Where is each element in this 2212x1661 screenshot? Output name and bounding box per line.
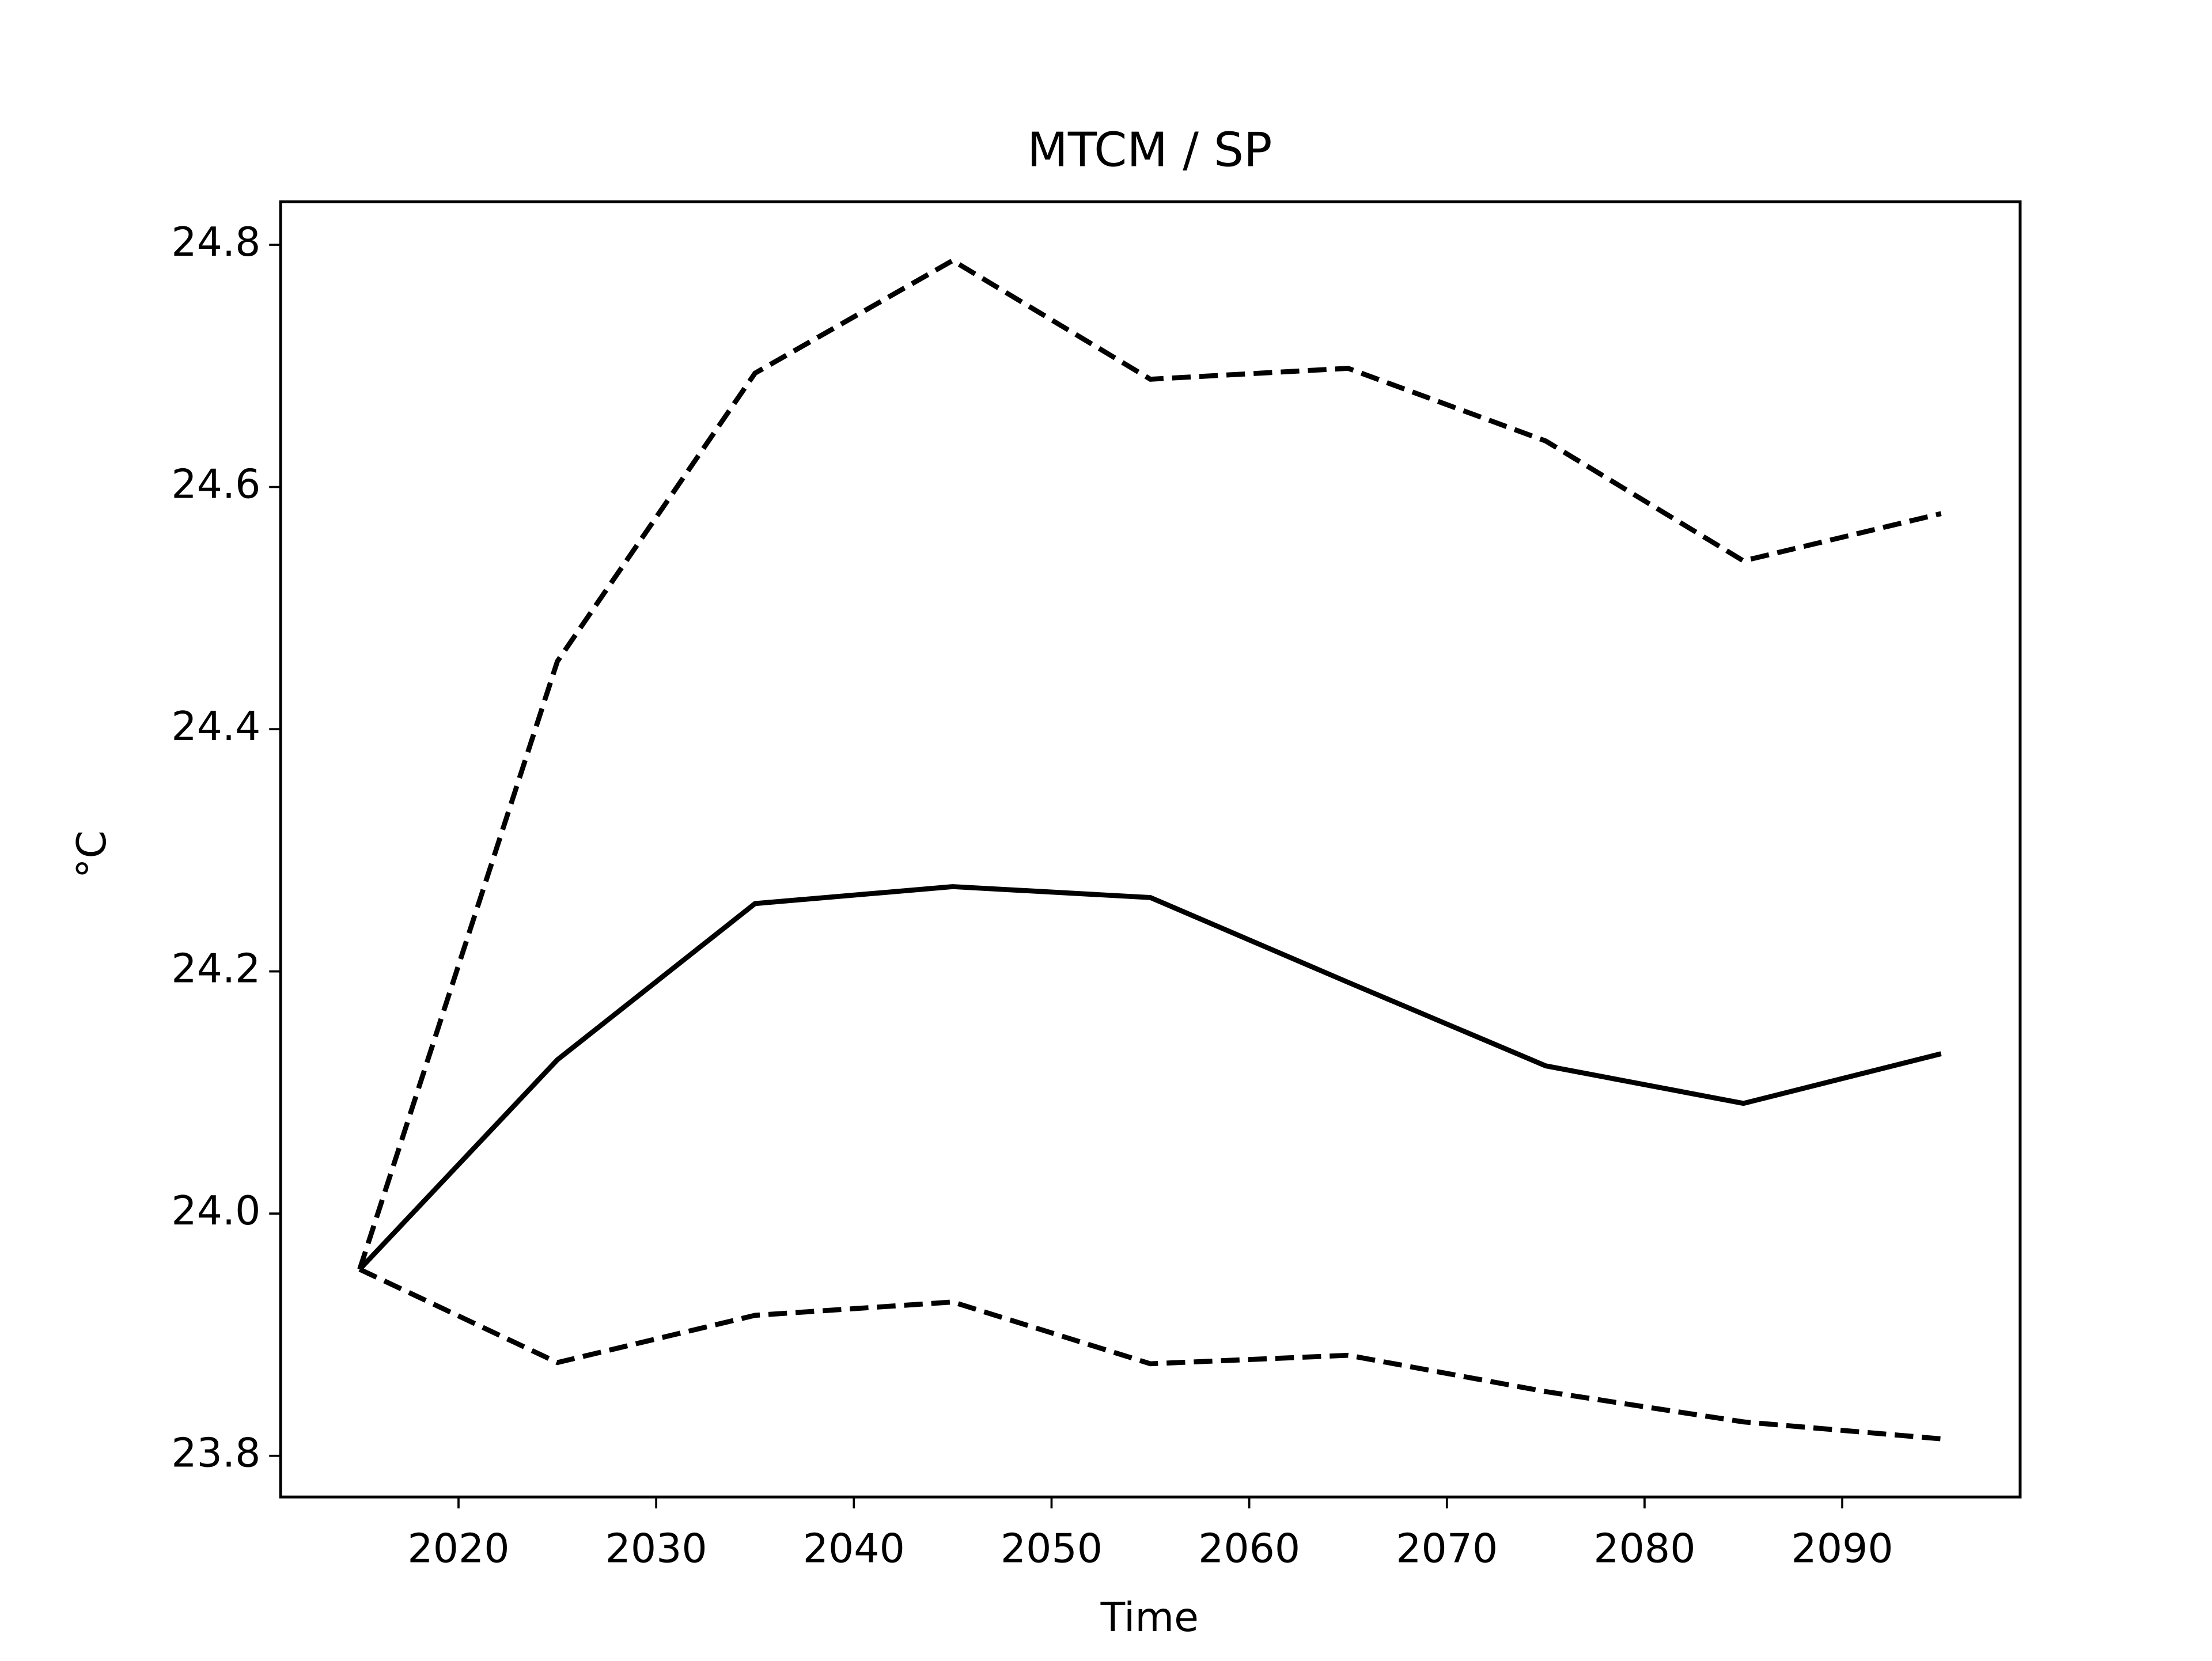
y-tick-label: 24.6 — [171, 461, 260, 508]
y-tick-label: 24.2 — [171, 946, 260, 992]
x-tick-label: 2090 — [1791, 1526, 1893, 1572]
chart-title: MTCM / SP — [1027, 123, 1272, 177]
x-tick-label: 2030 — [605, 1526, 707, 1572]
y-tick-label: 24.8 — [171, 219, 260, 266]
series-line — [357, 257, 1942, 1271]
x-tick-label: 2040 — [803, 1526, 905, 1572]
series-line — [358, 1266, 1942, 1442]
y-tick-label: 24.4 — [171, 703, 260, 750]
y-tick-label: 23.8 — [171, 1430, 260, 1477]
x-tick-label: 2050 — [1001, 1526, 1103, 1572]
x-tick-label: 2020 — [407, 1526, 509, 1572]
plot-frame — [279, 200, 2022, 1499]
x-tick-label: 2080 — [1593, 1526, 1695, 1572]
x-tick-label: 2060 — [1198, 1526, 1300, 1572]
y-tick-label: 24.0 — [171, 1188, 260, 1234]
x-axis-label: Time — [1100, 1594, 1199, 1641]
x-tick-label: 2070 — [1396, 1526, 1498, 1572]
series-line — [358, 884, 1942, 1271]
y-axis-label: °C — [69, 830, 115, 878]
